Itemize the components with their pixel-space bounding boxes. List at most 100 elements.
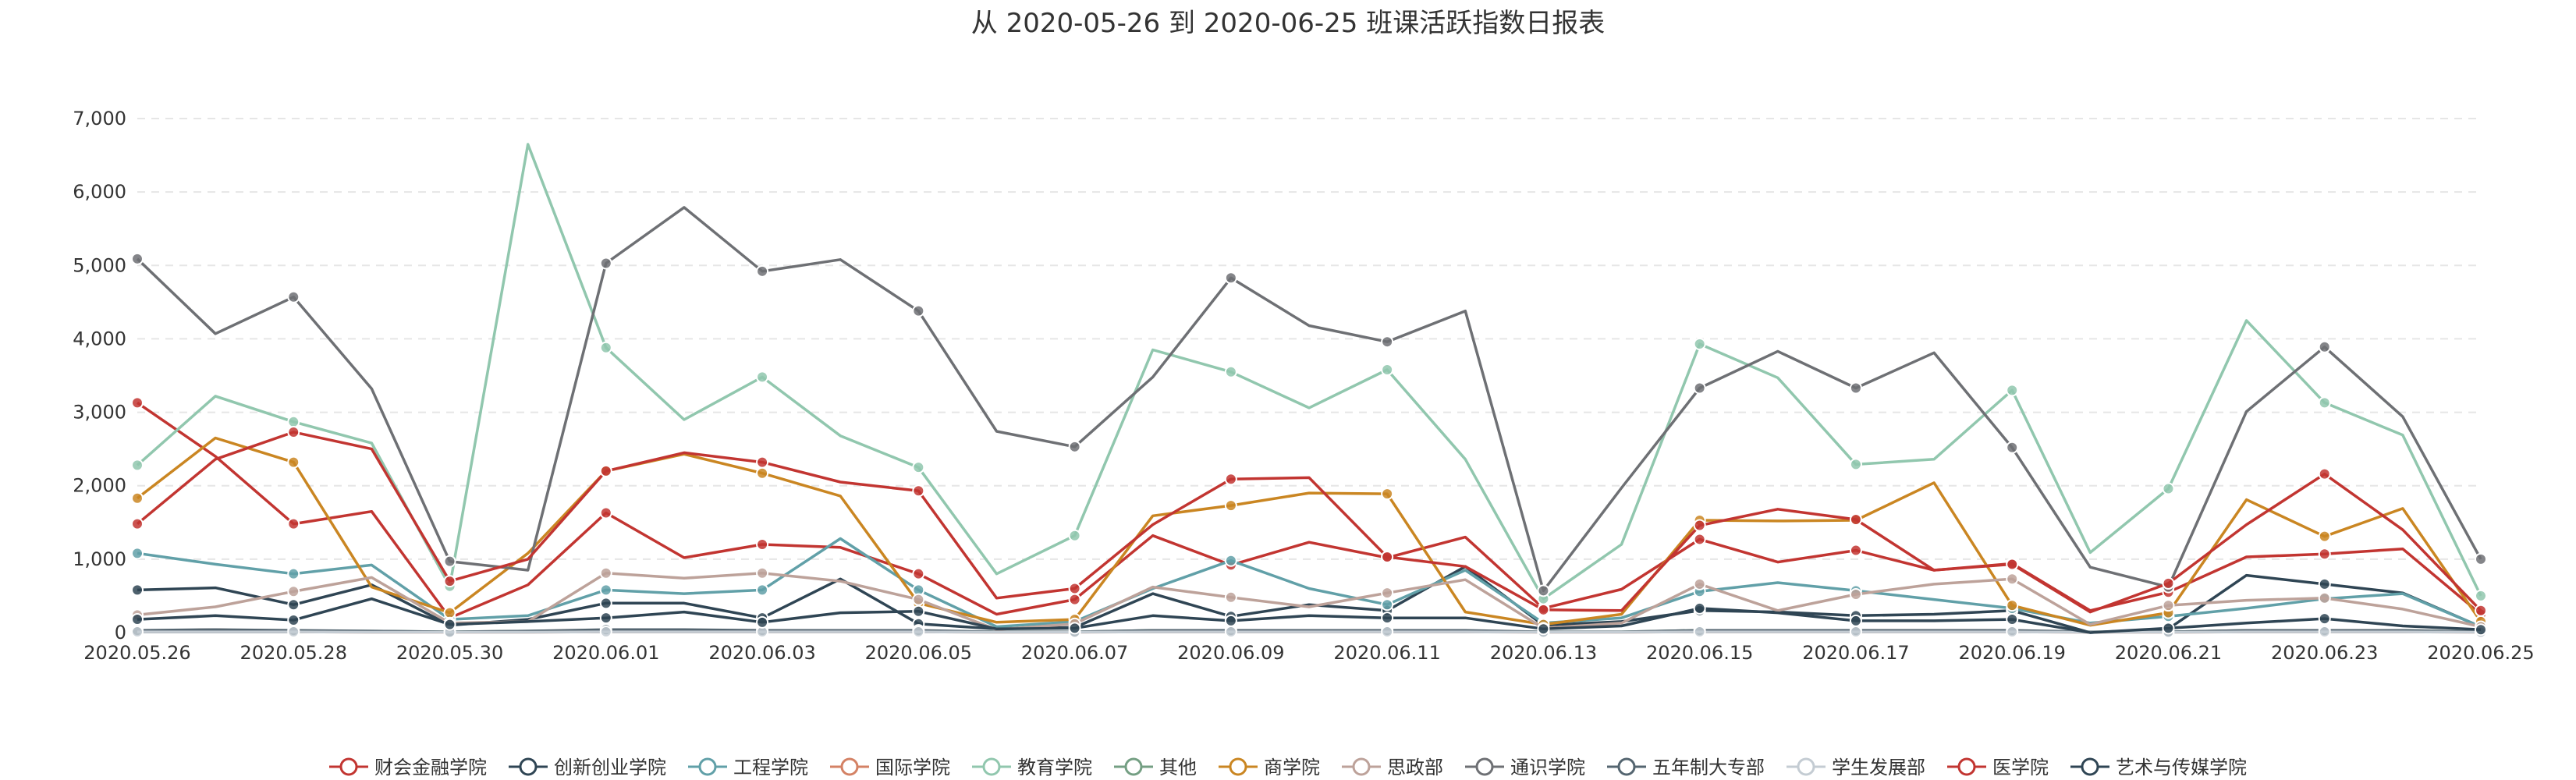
data-point[interactable] xyxy=(131,613,144,626)
data-point[interactable] xyxy=(2162,482,2175,495)
data-point[interactable] xyxy=(912,604,925,618)
data-point[interactable] xyxy=(1537,603,1550,616)
data-point[interactable] xyxy=(1224,365,1237,378)
data-point[interactable] xyxy=(756,566,769,580)
data-point[interactable] xyxy=(131,583,144,597)
data-point[interactable] xyxy=(599,597,612,610)
data-point[interactable] xyxy=(131,396,144,410)
data-point[interactable] xyxy=(131,626,144,639)
data-point[interactable] xyxy=(2006,599,2019,612)
legend-item[interactable]: 医学院 xyxy=(1947,757,2049,778)
data-point[interactable] xyxy=(2475,604,2487,617)
data-point[interactable] xyxy=(912,567,925,580)
legend-item[interactable]: 通识学院 xyxy=(1465,757,1585,778)
legend-item[interactable]: 商学院 xyxy=(1219,757,1320,778)
legend-item[interactable]: 艺术与传媒学院 xyxy=(2070,757,2247,778)
legend-item[interactable]: 学生发展部 xyxy=(1787,757,1925,778)
data-point[interactable] xyxy=(1381,612,1394,625)
data-point[interactable] xyxy=(1693,381,1706,395)
data-point[interactable] xyxy=(599,566,612,580)
data-point[interactable] xyxy=(2006,626,2019,639)
data-point[interactable] xyxy=(1693,519,1706,532)
legend-item[interactable]: 五年制大专部 xyxy=(1607,757,1765,778)
data-point[interactable] xyxy=(1849,588,1862,601)
data-point[interactable] xyxy=(1224,590,1237,604)
data-point[interactable] xyxy=(131,459,144,472)
data-point[interactable] xyxy=(756,264,769,278)
legend-item[interactable]: 国际学院 xyxy=(830,757,950,778)
data-point[interactable] xyxy=(1224,499,1237,512)
legend-item[interactable]: 创新创业学院 xyxy=(509,757,666,778)
data-point[interactable] xyxy=(1068,593,1081,606)
data-point[interactable] xyxy=(131,517,144,530)
data-point[interactable] xyxy=(756,456,769,469)
data-point[interactable] xyxy=(599,506,612,519)
data-point[interactable] xyxy=(2318,612,2331,626)
data-point[interactable] xyxy=(1381,626,1394,639)
data-point[interactable] xyxy=(599,464,612,477)
data-point[interactable] xyxy=(2318,577,2331,590)
data-point[interactable] xyxy=(287,425,300,438)
data-point[interactable] xyxy=(287,290,300,303)
data-point[interactable] xyxy=(2006,613,2019,626)
data-point[interactable] xyxy=(1224,473,1237,486)
data-point[interactable] xyxy=(2318,396,2331,410)
data-point[interactable] xyxy=(2162,622,2175,635)
data-point[interactable] xyxy=(1381,598,1394,612)
data-point[interactable] xyxy=(1693,338,1706,351)
data-point[interactable] xyxy=(756,538,769,551)
data-point[interactable] xyxy=(287,598,300,612)
data-point[interactable] xyxy=(756,615,769,629)
data-point[interactable] xyxy=(1068,529,1081,542)
data-point[interactable] xyxy=(287,517,300,530)
data-point[interactable] xyxy=(756,370,769,384)
data-point[interactable] xyxy=(2006,573,2019,586)
data-point[interactable] xyxy=(2318,340,2331,353)
legend-item[interactable]: 思政部 xyxy=(1342,757,1443,778)
data-point[interactable] xyxy=(1693,577,1706,590)
legend-item[interactable]: 其他 xyxy=(1114,757,1197,778)
data-point[interactable] xyxy=(131,547,144,560)
data-point[interactable] xyxy=(443,618,456,631)
data-point[interactable] xyxy=(287,415,300,428)
data-point[interactable] xyxy=(2475,623,2487,636)
data-point[interactable] xyxy=(1849,626,1862,639)
data-point[interactable] xyxy=(912,461,925,474)
data-point[interactable] xyxy=(599,341,612,354)
data-point[interactable] xyxy=(287,567,300,580)
data-point[interactable] xyxy=(1693,533,1706,546)
data-point[interactable] xyxy=(912,593,925,606)
data-point[interactable] xyxy=(912,484,925,498)
data-point[interactable] xyxy=(443,575,456,588)
data-point[interactable] xyxy=(2318,591,2331,604)
data-point[interactable] xyxy=(1381,363,1394,376)
data-point[interactable] xyxy=(1068,582,1081,595)
legend[interactable]: 财会金融学院 创新创业学院 工程学院 国际学院 教育学院 其他 商学院 思政部 通识学院 五年制大… xyxy=(329,757,2247,778)
data-point[interactable] xyxy=(1224,614,1237,627)
data-point[interactable] xyxy=(1537,584,1550,597)
data-point[interactable] xyxy=(131,491,144,505)
data-point[interactable] xyxy=(1537,622,1550,636)
data-point[interactable] xyxy=(1693,626,1706,639)
data-point[interactable] xyxy=(599,257,612,270)
data-point[interactable] xyxy=(1068,622,1081,635)
data-point[interactable] xyxy=(287,613,300,626)
data-point[interactable] xyxy=(131,252,144,265)
data-point[interactable] xyxy=(1849,614,1862,627)
legend-item[interactable]: 教育学院 xyxy=(972,757,1092,778)
data-point[interactable] xyxy=(2475,552,2487,566)
legend-item[interactable]: 工程学院 xyxy=(688,757,808,778)
data-point[interactable] xyxy=(756,466,769,480)
data-point[interactable] xyxy=(1381,551,1394,564)
data-point[interactable] xyxy=(756,583,769,597)
data-point[interactable] xyxy=(2006,558,2019,571)
data-point[interactable] xyxy=(1381,488,1394,501)
data-point[interactable] xyxy=(1849,513,1862,526)
data-point[interactable] xyxy=(287,626,300,639)
data-point[interactable] xyxy=(2006,384,2019,397)
data-point[interactable] xyxy=(1381,587,1394,600)
data-point[interactable] xyxy=(1224,626,1237,639)
data-point[interactable] xyxy=(1693,601,1706,615)
data-point[interactable] xyxy=(2475,589,2487,602)
data-point[interactable] xyxy=(2318,530,2331,543)
